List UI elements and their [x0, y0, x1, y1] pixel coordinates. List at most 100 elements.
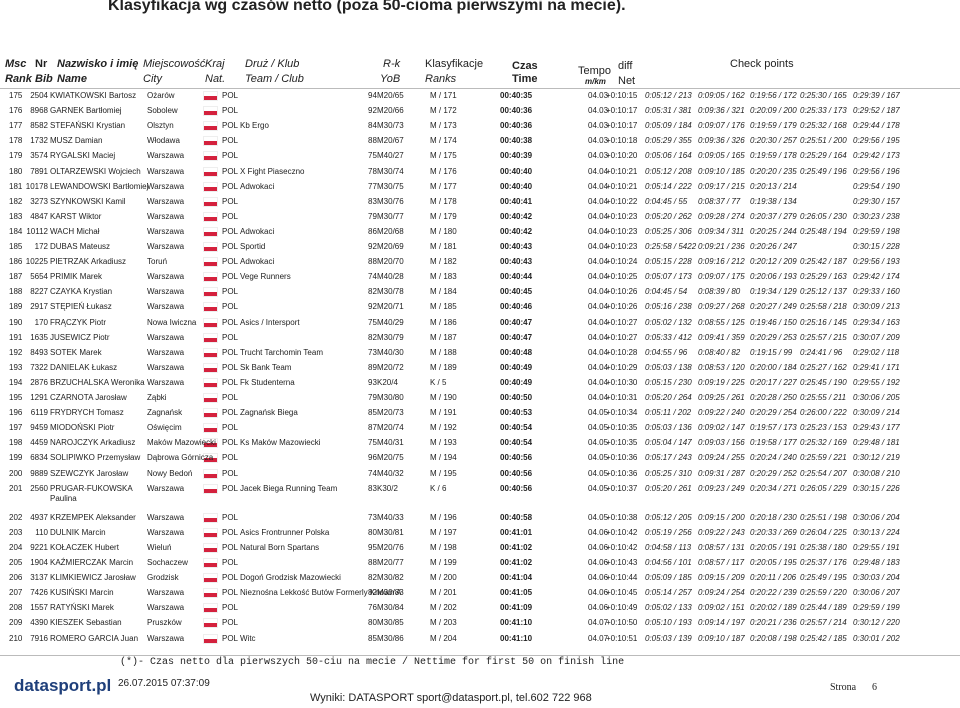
flag-icon — [203, 106, 218, 117]
bib-cell: 6834 — [30, 453, 48, 463]
name-cell: RYGALSKI Maciej — [50, 151, 116, 161]
footer-note: (*)- Czas netto dla pierwszych 50-ciu na… — [120, 657, 625, 668]
diff-cell: +0:10:35 — [606, 438, 638, 448]
rank-cell: 191 — [9, 332, 23, 342]
name-cell: STĘPIEŃ Łukasz — [50, 302, 112, 312]
footer-contact: Wyniki: DATASPORT sport@datasport.pl, te… — [310, 692, 592, 704]
city-cell: Warszawa — [147, 377, 185, 387]
tempo-cell: 04.05 — [588, 468, 609, 478]
diff-cell: +0:10:20 — [606, 151, 638, 161]
name-cell: KLIMKIEWICZ Jarosław — [50, 573, 136, 583]
checkpoint-cell: 0:29:39 / 167 — [853, 91, 900, 100]
nat-cell: POL — [222, 633, 239, 643]
diff-cell: +0:10:34 — [606, 408, 638, 418]
rank-cell: 189 — [9, 302, 23, 312]
nat-cell: POL — [222, 121, 239, 131]
checkpoint-cell: 0:25:59 / 221 — [800, 453, 847, 463]
checkpoint-cell: 0:30:09 / 214 — [853, 408, 900, 418]
city-cell: Warszawa — [147, 196, 185, 206]
rank-cell: 184 — [9, 226, 23, 236]
nat-cell: POL — [222, 226, 239, 236]
checkpoint-cell: 0:30:08 / 210 — [853, 468, 900, 478]
yob-cell: 84 — [368, 121, 377, 131]
checkpoint-cell: 0:09:02 / 147 — [698, 423, 745, 433]
checkpoint-cell: 0:20:13 / 214 — [750, 181, 797, 191]
time-cell: 00:40:56 — [500, 483, 533, 493]
tempo-cell: 04.05 — [588, 512, 609, 522]
checkpoint-cell: 0:20:29 / 254 — [750, 408, 797, 418]
ranks-cell: M / 202 — [430, 603, 457, 613]
city-cell: Warszawa — [147, 483, 185, 493]
checkpoint-cell: 0:05:25 / 310 — [645, 468, 692, 478]
checkpoint-cell: 0:25:51 / 200 — [800, 136, 847, 146]
time-cell: 00:41:10 — [500, 633, 533, 643]
checkpoint-cell: 0:29:55 / 192 — [853, 377, 900, 387]
checkpoint-cell: 0:20:33 / 269 — [750, 527, 797, 537]
checkpoint-cell: 0:05:14 / 222 — [645, 181, 692, 191]
checkpoint-cell: 0:09:41 / 359 — [698, 332, 745, 342]
checkpoint-cell: 0:05:02 / 133 — [645, 603, 692, 613]
checkpoint-cell: 0:20:11 / 206 — [750, 573, 797, 583]
yob-cell: 80 — [368, 527, 377, 537]
nat-cell: POL — [222, 588, 239, 598]
nat-cell: POL — [222, 272, 239, 282]
diff-cell: +0:10:21 — [606, 166, 638, 176]
checkpoint-cell: 0:29:56 / 196 — [853, 166, 900, 176]
diff-cell: +0:10:23 — [606, 226, 638, 236]
diff-cell: +0:10:15 — [606, 91, 638, 100]
checkpoint-cell: 0:26:04 / 225 — [800, 527, 847, 537]
nat-cell: POL — [222, 618, 239, 628]
rank-cell: 183 — [9, 211, 23, 221]
bib-cell: 7891 — [30, 166, 48, 176]
category-rank-cell: M20/71 — [377, 302, 404, 312]
ranks-cell: M / 203 — [430, 618, 457, 628]
checkpoint-cell: 0:29:41 / 171 — [853, 362, 900, 372]
diff-cell: +0:10:49 — [606, 603, 638, 613]
checkpoint-cell: 0:09:34 / 311 — [698, 226, 745, 236]
bib-cell: 9889 — [30, 468, 48, 478]
bib-cell: 2560 — [30, 483, 48, 493]
checkpoint-cell: 0:05:03 / 136 — [645, 423, 692, 433]
ranks-cell: K / 6 — [430, 483, 447, 493]
yob-cell: 82 — [368, 332, 377, 342]
tempo-cell: 04.05 — [588, 453, 609, 463]
checkpoint-cell: 0:05:19 / 256 — [645, 527, 692, 537]
ranks-cell: M / 171 — [430, 91, 457, 100]
checkpoint-cell: 0:20:27 / 249 — [750, 302, 797, 312]
checkpoint-cell: 0:25:12 / 137 — [800, 287, 847, 297]
ranks-cell: M / 187 — [430, 332, 457, 342]
yob-cell: 96 — [368, 453, 377, 463]
bib-cell: 4847 — [30, 211, 48, 221]
ranks-cell: M / 180 — [430, 226, 457, 236]
time-cell: 00:40:41 — [500, 196, 533, 206]
yob-cell: 88 — [368, 558, 377, 567]
checkpoint-cell: 0:26:05 / 229 — [800, 483, 847, 493]
checkpoint-cell: 0:29:42 / 173 — [853, 151, 900, 161]
time-cell: 00:40:44 — [500, 272, 533, 282]
diff-cell: +0:10:51 — [606, 633, 638, 643]
nat-cell: POL — [222, 438, 239, 448]
yob-cell: 92 — [368, 302, 377, 312]
name-cell: KIESZEK Sebastian — [50, 618, 122, 628]
checkpoint-cell: 0:20:21 / 236 — [750, 618, 797, 628]
diff-cell: +0:10:31 — [606, 393, 638, 402]
checkpoint-cell: 0:09:03 / 156 — [698, 438, 745, 448]
yob-cell: 74 — [368, 272, 377, 282]
checkpoint-cell: 0:19:46 / 150 — [750, 317, 797, 327]
name-cell: KOŁACZEK Hubert — [50, 542, 119, 552]
tempo-cell: 04.04 — [588, 287, 609, 297]
tempo-cell: 04.04 — [588, 226, 609, 236]
time-cell: 00:41:02 — [500, 542, 533, 552]
yob-cell: 88 — [368, 136, 377, 146]
checkpoint-cell: 0:05:29 / 355 — [645, 136, 692, 146]
category-rank-cell: K30/2 — [377, 483, 398, 493]
bib-cell: 5654 — [30, 272, 48, 282]
city-cell: Warszawa — [147, 226, 185, 236]
club-cell: Zagnańsk Biega — [240, 408, 298, 418]
checkpoint-cell: 0:30:03 / 204 — [853, 573, 900, 583]
category-rank-cell: M20/75 — [377, 453, 404, 463]
flag-icon — [203, 332, 218, 343]
tempo-cell: 04.06 — [588, 542, 609, 552]
rank-cell: 201 — [9, 483, 23, 493]
tempo-cell: 04.03 — [588, 151, 609, 161]
